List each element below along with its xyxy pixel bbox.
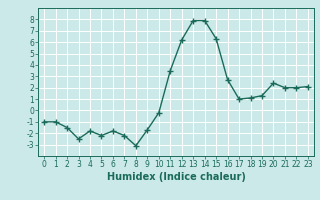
X-axis label: Humidex (Indice chaleur): Humidex (Indice chaleur) <box>107 172 245 182</box>
